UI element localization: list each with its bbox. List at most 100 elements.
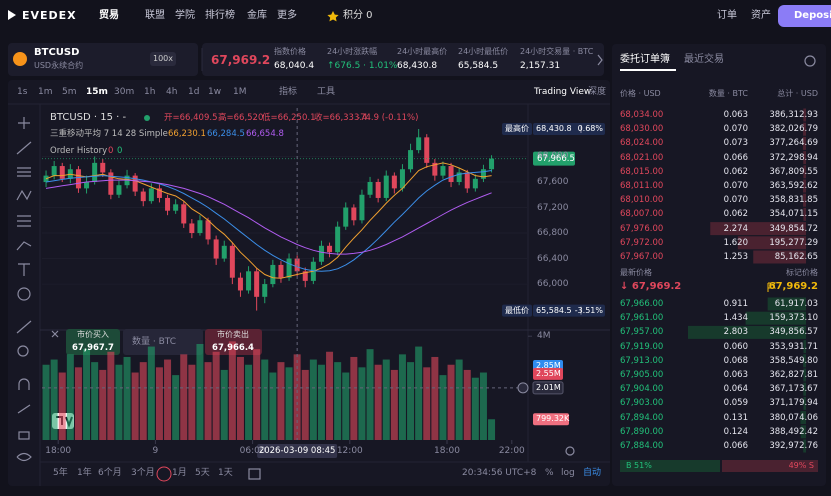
percent-toggle[interactable]: % bbox=[545, 468, 554, 478]
range[interactable]: 1年 bbox=[77, 468, 92, 478]
interval[interactable]: 1m bbox=[38, 87, 53, 97]
volume-bar bbox=[66, 354, 74, 440]
size: 1.620 bbox=[723, 237, 748, 248]
nav-item[interactable]: 排行榜 bbox=[205, 10, 235, 21]
depth-bar bbox=[803, 340, 806, 354]
total: 377,264.69 bbox=[769, 138, 818, 149]
magnet-tool[interactable] bbox=[18, 378, 30, 390]
points[interactable]: 积分 0 bbox=[343, 10, 373, 21]
sell-price[interactable]: 67,966.4 bbox=[212, 343, 254, 353]
depth-bar bbox=[803, 354, 806, 368]
deposit-button[interactable] bbox=[778, 5, 831, 27]
volume-bar bbox=[285, 367, 293, 440]
buy-price[interactable]: 67,967.7 bbox=[72, 343, 114, 353]
contract: USD永续合约 bbox=[34, 61, 84, 70]
close-icon[interactable] bbox=[51, 330, 59, 338]
volume-marker bbox=[533, 367, 563, 380]
nav-item[interactable]: 贸易 bbox=[99, 10, 119, 21]
depth-bar bbox=[803, 193, 806, 207]
interval[interactable]: 4h bbox=[166, 87, 178, 97]
trading-view[interactable]: Trading View bbox=[534, 87, 592, 97]
deposit-label[interactable]: Deposit bbox=[794, 10, 831, 21]
line-tool[interactable] bbox=[16, 141, 32, 155]
depth-bar bbox=[745, 311, 806, 325]
draw-lock[interactable] bbox=[17, 404, 31, 414]
nav-item[interactable]: 金库 bbox=[247, 10, 267, 21]
volume-bar bbox=[277, 362, 285, 440]
volume-bar bbox=[50, 359, 58, 440]
indicators[interactable]: 指标 bbox=[279, 87, 298, 97]
buy-box[interactable] bbox=[66, 329, 120, 355]
tab[interactable]: 最近交易 bbox=[684, 54, 724, 65]
quantity-box[interactable] bbox=[123, 329, 203, 355]
quantity-label[interactable]: 数量 · BTC bbox=[132, 337, 177, 347]
total: 349,854.72 bbox=[769, 223, 818, 234]
range[interactable]: 6个月 bbox=[98, 468, 122, 478]
range[interactable]: 1月 bbox=[172, 468, 187, 478]
log-toggle[interactable]: log bbox=[561, 468, 575, 478]
nav-item[interactable]: 更多 bbox=[277, 10, 297, 21]
calendar-icon[interactable] bbox=[248, 468, 261, 480]
range[interactable]: 5天 bbox=[195, 468, 210, 478]
tab[interactable]: 委托订单簿 bbox=[620, 54, 670, 65]
total: 354,071.15 bbox=[769, 209, 818, 220]
sell-label[interactable]: 市价卖出 bbox=[217, 330, 249, 339]
crosshair-tool[interactable] bbox=[18, 117, 30, 129]
buy-label[interactable]: 市价买入 bbox=[77, 330, 109, 339]
interval[interactable]: 1s bbox=[17, 87, 28, 97]
star-icon bbox=[327, 11, 339, 22]
range[interactable]: 5年 bbox=[53, 468, 68, 478]
tools[interactable]: 工具 bbox=[317, 87, 336, 97]
fib-tool[interactable] bbox=[17, 167, 31, 177]
total: 392,972.76 bbox=[769, 441, 818, 451]
auto-toggle[interactable]: 自动 bbox=[583, 468, 602, 478]
chevron[interactable] bbox=[597, 54, 603, 66]
forecast-tool[interactable] bbox=[16, 241, 32, 251]
text-tool[interactable] bbox=[18, 263, 30, 276]
assets-link[interactable]: 资产 bbox=[751, 10, 771, 21]
interval[interactable]: 1d bbox=[188, 87, 200, 97]
replay-icon[interactable] bbox=[156, 466, 172, 482]
interval[interactable]: 5m bbox=[62, 87, 77, 97]
range[interactable]: 3个月 bbox=[131, 468, 155, 478]
interval[interactable]: 1M bbox=[233, 87, 247, 97]
ma-title: 三重移动平均 7 14 28 Simple bbox=[50, 129, 168, 139]
x-tick-label: 18:00 bbox=[434, 446, 460, 456]
interval[interactable]: 1w bbox=[208, 87, 222, 97]
moving-average bbox=[45, 170, 492, 272]
visibility-tool[interactable] bbox=[16, 452, 32, 462]
stat-label: 24小时最低价 bbox=[458, 47, 509, 56]
depth[interactable]: 深度 bbox=[588, 87, 607, 97]
nav-item[interactable]: 联盟 bbox=[145, 10, 165, 21]
ruler-tool[interactable] bbox=[16, 320, 32, 334]
volume-bar bbox=[164, 359, 172, 440]
stat-value: 68,040.4 bbox=[274, 61, 315, 71]
volume-bar bbox=[447, 364, 455, 440]
volume-bar bbox=[131, 372, 139, 440]
settings-icon[interactable] bbox=[565, 446, 575, 456]
y-tick-label: 66,000 bbox=[537, 279, 569, 290]
volume-bar bbox=[358, 367, 366, 440]
pattern-tool[interactable] bbox=[16, 189, 32, 201]
orders-link[interactable]: 订单 bbox=[717, 10, 737, 21]
volume-bar bbox=[74, 367, 82, 440]
settings-icon[interactable] bbox=[804, 55, 816, 67]
gann-tool[interactable] bbox=[17, 215, 31, 227]
candle-body bbox=[278, 264, 284, 278]
lock-tool[interactable] bbox=[18, 431, 30, 440]
emoji-tool[interactable] bbox=[17, 287, 31, 301]
total: 159,373.10 bbox=[769, 313, 818, 324]
price: 67,961.00 bbox=[620, 313, 664, 324]
zoom-tool[interactable] bbox=[17, 345, 29, 357]
leverage[interactable]: 100x bbox=[152, 54, 174, 63]
total: 362,827.81 bbox=[769, 370, 818, 380]
candle-body bbox=[156, 188, 162, 198]
interval[interactable]: 30m bbox=[114, 87, 135, 97]
interval[interactable]: 1h bbox=[144, 87, 156, 97]
leverage-box[interactable] bbox=[150, 52, 176, 66]
nav-item[interactable]: 学院 bbox=[175, 10, 195, 21]
candle-body bbox=[92, 162, 98, 182]
range[interactable]: 1天 bbox=[218, 468, 233, 478]
marker-value: 68,430.8 bbox=[536, 124, 572, 133]
interval[interactable]: 15m bbox=[86, 87, 108, 97]
